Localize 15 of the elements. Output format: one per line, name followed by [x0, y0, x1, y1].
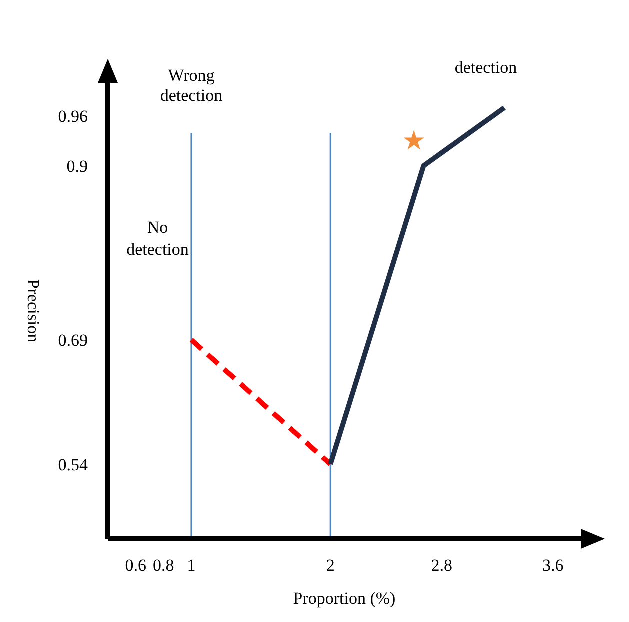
x-tick-label: 1 — [187, 556, 196, 575]
x-tick-label: 2.8 — [431, 556, 453, 575]
ref-line-label: Wrong detection — [160, 66, 224, 105]
x-tick-label: 3.6 — [542, 556, 564, 575]
y-tick-label: 0.96 — [58, 107, 88, 126]
annotation: No detection — [126, 218, 190, 259]
x-axis-title: Proportion (%) — [293, 589, 396, 608]
y-tick-label: 0.9 — [66, 156, 88, 176]
y-tick-label: 0.69 — [58, 331, 88, 350]
x-tick-label: 2 — [326, 556, 335, 575]
x-tick-label: 0.6 — [125, 556, 146, 575]
y-tick-label: 0.54 — [58, 455, 88, 474]
x-tick-label: 0.8 — [153, 556, 174, 575]
text: detection — [454, 58, 518, 77]
y-axis-title: Precision — [24, 279, 43, 344]
